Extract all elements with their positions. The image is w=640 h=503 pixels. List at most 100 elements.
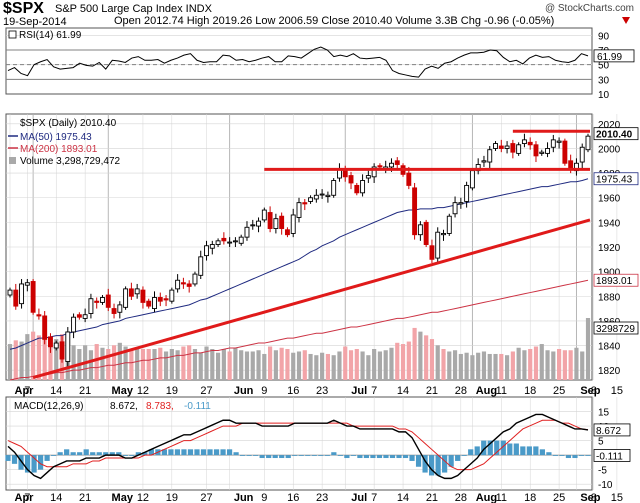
macd-histogram-bar <box>37 455 44 470</box>
macd-histogram-bar <box>96 452 102 456</box>
candle-body <box>417 224 423 236</box>
macd-histogram-bar <box>455 455 461 461</box>
candle-body <box>331 180 337 196</box>
volume-bar <box>129 350 134 380</box>
macd-histogram-bar <box>233 452 239 456</box>
volume-bar <box>181 346 186 380</box>
volume-bar <box>268 346 273 380</box>
volume-bar <box>418 331 423 380</box>
candle-body <box>360 180 366 194</box>
macd-histogram-bar <box>428 455 435 476</box>
candle-body <box>24 282 30 286</box>
volume-bar <box>493 353 498 380</box>
rsi-legend-swatch <box>8 30 17 39</box>
volume-bar <box>279 347 284 380</box>
volume-bar <box>13 340 18 380</box>
macd-histogram-bar <box>402 455 409 459</box>
volume-bar <box>19 341 24 380</box>
candle-body <box>435 231 441 259</box>
macd-histogram-bar <box>90 452 96 456</box>
candle-body <box>71 316 77 333</box>
macd-histogram-bar <box>520 446 526 456</box>
macd-value-label: -0.111 <box>596 451 623 462</box>
price-tick-label: 2020 <box>598 120 621 131</box>
candle-body <box>13 289 19 307</box>
candle-body <box>354 184 360 194</box>
macd-histogram-bar <box>389 455 396 459</box>
price-x-label: Apr <box>15 385 35 397</box>
volume-bar <box>522 350 527 380</box>
macd-x-label: 25 <box>553 492 565 503</box>
macd-tick-label: -10 <box>598 480 613 491</box>
macd-histogram-bar <box>337 455 343 456</box>
macd-histogram-bar <box>187 449 194 456</box>
candle-body <box>134 288 140 295</box>
macd-histogram-bar <box>578 455 585 456</box>
rsi-legend: RSI(14) 61.99 <box>19 30 82 41</box>
price-x-label: 7 <box>371 385 377 397</box>
volume-bar <box>562 350 567 380</box>
macd-x-label: Sep <box>580 492 600 503</box>
candle-body <box>389 162 394 168</box>
candle-body <box>562 140 568 164</box>
volume-bar <box>106 349 111 380</box>
macd-histogram-bar <box>565 455 572 459</box>
macd-histogram-bar <box>585 455 591 456</box>
price-tick-label: 1880 <box>598 292 621 303</box>
volume-bar <box>210 349 215 380</box>
volume-bar <box>441 349 446 380</box>
candle-body <box>256 220 261 227</box>
candle-body <box>221 237 227 242</box>
candle-body <box>441 233 446 236</box>
volume-bar <box>163 351 169 380</box>
macd-value-box <box>593 423 631 437</box>
macd-histogram-bar <box>226 449 233 456</box>
macd-histogram-bar <box>272 455 278 459</box>
price-x-label: Aug <box>476 385 497 397</box>
macd-histogram-bar <box>83 449 89 456</box>
price-value-label: 1893.01 <box>596 276 633 287</box>
volume-bar <box>221 349 226 380</box>
volume-bar <box>487 353 492 380</box>
volume-bar <box>574 347 579 380</box>
macd-histogram-bar <box>344 455 350 459</box>
candle-body <box>365 175 371 179</box>
candle-body <box>516 144 522 154</box>
price-x-label: 8 <box>591 385 597 397</box>
volume-bar <box>158 347 163 380</box>
volume-bar <box>481 351 487 380</box>
macd-panel-frame <box>5 396 593 491</box>
candle-body <box>198 256 204 276</box>
candle-body <box>469 170 475 189</box>
volume-bar <box>273 350 278 380</box>
rsi-value-box <box>593 49 635 63</box>
candle-body <box>111 308 117 314</box>
macd-x-label: 27 <box>200 492 212 503</box>
macd-histogram-bar <box>174 449 181 456</box>
candle-body <box>452 202 458 215</box>
candle-body <box>394 160 400 165</box>
macd-x-label: 14 <box>50 492 62 503</box>
volume-bar <box>568 350 573 380</box>
price-value-label: 1975.43 <box>596 175 633 186</box>
price-value-box <box>593 321 639 335</box>
macd-histogram-bar <box>363 455 370 459</box>
volume-bar <box>111 345 117 380</box>
volume-bar <box>100 347 105 380</box>
candle-body <box>510 143 516 153</box>
candle-body <box>204 245 209 257</box>
volume-bar <box>25 334 30 380</box>
volume-bar <box>71 345 76 380</box>
macd-histogram-bar <box>292 455 298 456</box>
candle-body <box>481 160 487 163</box>
candle-body <box>180 282 186 285</box>
macd-histogram-bar <box>122 455 128 456</box>
volume-bar <box>302 350 307 380</box>
price-x-label: 9 <box>261 385 267 397</box>
macd-histogram-bar <box>376 455 383 459</box>
ma50-legend: MA(50) 1975.43 <box>20 132 92 143</box>
volume-bar <box>585 318 591 380</box>
volume-bar <box>256 350 261 380</box>
volume-bar <box>296 351 302 380</box>
